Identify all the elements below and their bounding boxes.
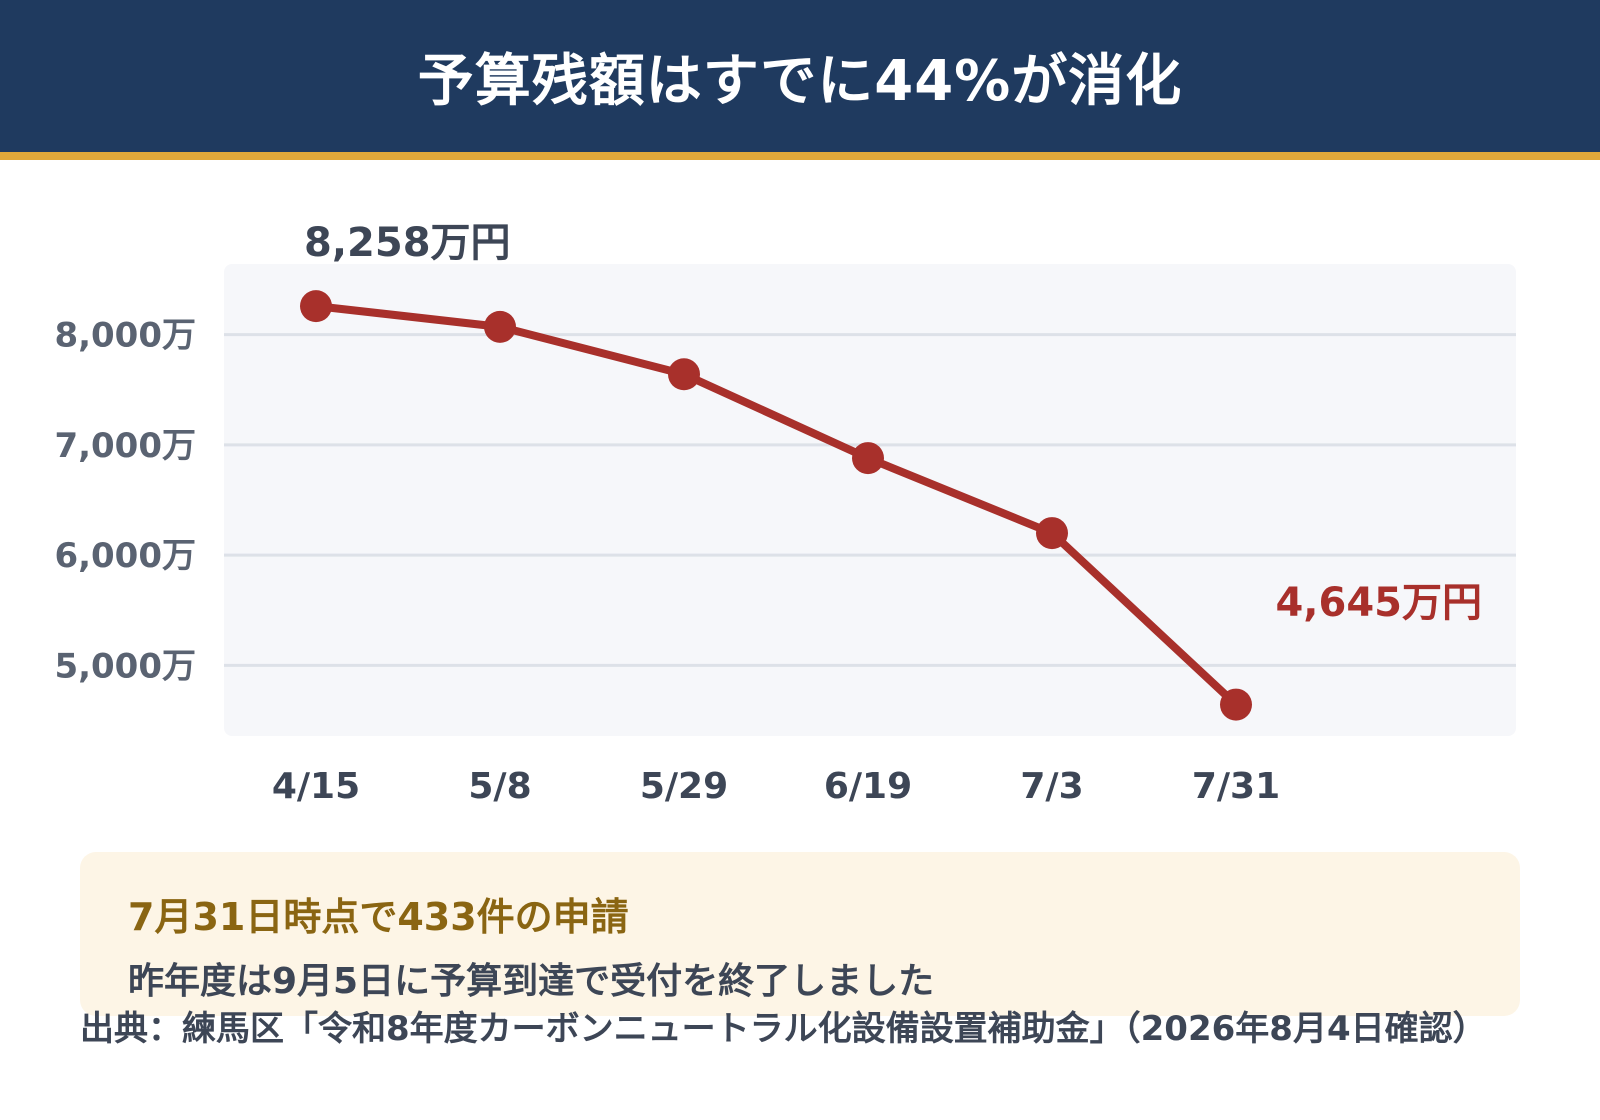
line-chart: 5,000万 6,000万 7,000万 8,000万 4/15 5/8 5/29 6/19…: [54, 220, 1516, 807]
series-line: [312, 302, 1240, 709]
grid-lines: [224, 333, 1516, 667]
data-point: [484, 310, 516, 343]
y-tick-label: 7,000万: [54, 426, 196, 466]
data-point: [300, 290, 332, 323]
header-banner: 予算残額はすでに44%が消化: [0, 0, 1600, 152]
x-tick-label: 5/8: [468, 766, 531, 807]
y-tick-label: 6,000万: [54, 536, 196, 576]
x-tick-label: 7/31: [1192, 766, 1280, 807]
data-point: [1036, 517, 1068, 550]
data-point: [668, 358, 700, 391]
x-tick-label: 5/29: [640, 766, 728, 807]
plot-area: [224, 264, 1516, 736]
callout-subtext: 昨年度は9月5日に予算到達で受付を終了しました: [128, 961, 935, 1002]
data-label: 4,645万円: [1275, 580, 1482, 626]
y-tick-label: 8,000万: [54, 316, 196, 356]
callout-headline: 7月31日時点で433件の申請: [128, 895, 629, 939]
y-axis-tick-labels: 5,000万 6,000万 7,000万 8,000万: [54, 316, 196, 687]
data-label: 8,258万円: [304, 220, 511, 266]
header-accent-rule: [0, 152, 1600, 160]
data-points: [300, 290, 1252, 721]
x-tick-label: 7/3: [1020, 766, 1083, 807]
data-labels: 8,258万円 4,645万円: [304, 220, 1482, 626]
summary-callout: [80, 852, 1520, 1016]
x-axis-tick-labels: 4/15 5/8 5/29 6/19 7/3 7/31: [272, 766, 1280, 807]
x-tick-label: 4/15: [272, 766, 360, 807]
page-title: 予算残額はすでに44%が消化: [417, 48, 1183, 114]
x-tick-label: 6/19: [824, 766, 912, 807]
y-tick-label: 5,000万: [54, 646, 196, 686]
data-point: [852, 442, 884, 475]
source-citation: 出典：練馬区「令和8年度カーボンニュートラル化設備設置補助金」（2026年8月4…: [80, 1009, 1487, 1049]
data-point: [1220, 688, 1252, 721]
